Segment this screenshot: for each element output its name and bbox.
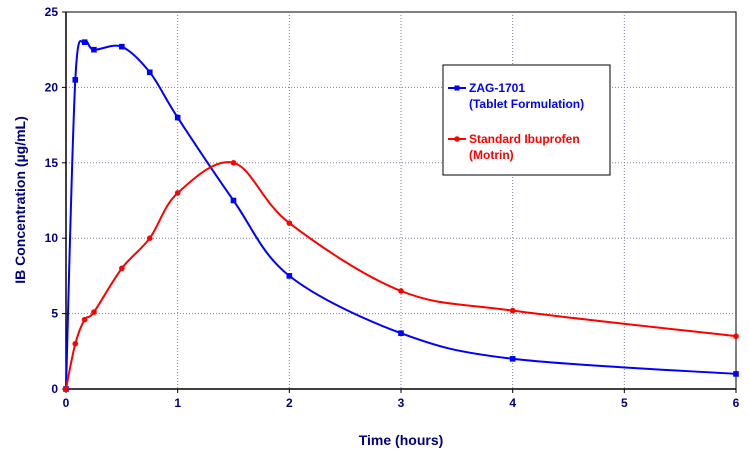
- legend: ZAG-1701 (Tablet Formulation) Standard I…: [442, 64, 611, 176]
- data-point: [230, 197, 237, 204]
- data-point: [174, 114, 181, 121]
- data-point: [509, 307, 516, 314]
- series-group: [63, 39, 739, 392]
- data-point: [398, 288, 404, 294]
- grid-lines: [66, 12, 736, 389]
- x-tick-label: 0: [63, 396, 70, 410]
- data-point: [286, 273, 293, 279]
- legend-box: [442, 64, 611, 176]
- data-point: [91, 46, 97, 53]
- y-tick-labels: 0 5 10 15 20 25: [45, 5, 59, 396]
- legend-swatch-marker-zag: [454, 85, 460, 91]
- data-point: [733, 333, 739, 340]
- data-point: [72, 77, 79, 83]
- legend-swatch-marker-motrin: [454, 136, 460, 142]
- data-point: [733, 371, 739, 377]
- x-tick-label: 5: [621, 396, 628, 410]
- series-line-0: [65, 39, 737, 390]
- x-tick-label: 4: [509, 396, 516, 410]
- data-point: [63, 386, 69, 392]
- data-point: [174, 190, 181, 196]
- y-tick-label: 20: [45, 80, 59, 94]
- data-point: [81, 39, 88, 45]
- x-axis-label: Time (hours): [359, 432, 444, 448]
- x-tick-labels: 0 1 2 3 4 5 6: [63, 396, 740, 410]
- x-tick-label: 2: [286, 396, 293, 410]
- data-point: [509, 356, 516, 362]
- x-tick-label: 1: [174, 396, 181, 410]
- data-point: [72, 340, 79, 347]
- y-tick-label: 15: [45, 156, 59, 170]
- y-tick-label: 5: [51, 307, 58, 321]
- data-point: [146, 69, 153, 76]
- data-point: [230, 160, 237, 166]
- data-point: [119, 43, 125, 50]
- x-tick-label: 6: [733, 396, 740, 410]
- y-tick-label: 0: [51, 382, 58, 396]
- legend-label-zag-line2: (Tablet Formulation): [469, 97, 584, 111]
- legend-label-motrin-line2: (Motrin): [469, 148, 514, 162]
- data-point: [91, 309, 97, 315]
- plot-background: [65, 11, 737, 390]
- y-tick-label: 25: [45, 5, 59, 19]
- y-tick-label: 10: [45, 231, 59, 245]
- data-point: [146, 235, 153, 241]
- data-point: [286, 220, 293, 226]
- data-point: [81, 316, 88, 323]
- y-axis-label: IB Concentration (µg/mL): [12, 116, 28, 284]
- data-point: [119, 265, 125, 272]
- x-tick-label: 3: [398, 396, 405, 410]
- data-point: [398, 330, 404, 337]
- legend-label-zag-line1: ZAG-1701: [469, 81, 525, 95]
- legend-label-motrin-line1: Standard Ibuprofen: [469, 132, 580, 146]
- axes: [62, 11, 737, 393]
